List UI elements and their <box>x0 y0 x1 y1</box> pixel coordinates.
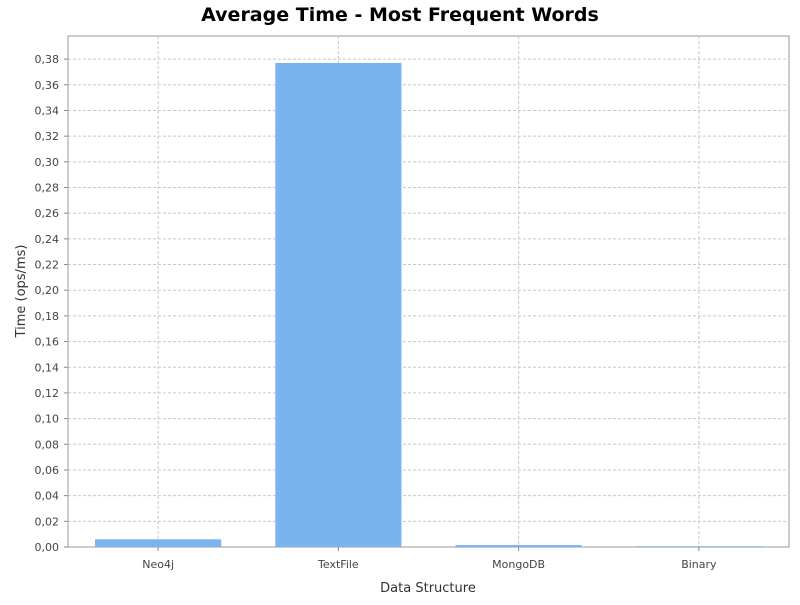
y-tick-label: 0,26 <box>35 207 60 220</box>
y-axis-label: Time (ops/ms) <box>14 245 29 339</box>
x-tick-label: TextFile <box>317 558 359 571</box>
y-tick-label: 0,38 <box>35 53 60 66</box>
y-tick-label: 0,12 <box>35 387 60 400</box>
y-tick-label: 0,32 <box>35 130 60 143</box>
y-tick-label: 0,18 <box>35 310 60 323</box>
y-tick-label: 0,34 <box>35 104 60 117</box>
y-tick-label: 0,36 <box>35 79 60 92</box>
y-tick-label: 0,04 <box>35 490 60 503</box>
y-tick-label: 0,08 <box>35 438 60 451</box>
plot-area <box>67 35 790 548</box>
y-tick-label: 0,16 <box>35 336 60 349</box>
x-axis-ticks: Neo4j TextFile MongoDB Binary <box>142 547 717 571</box>
chart-title: Average Time - Most Frequent Words <box>201 4 599 26</box>
y-tick-label: 0,28 <box>35 182 60 195</box>
y-tick-label: 0,24 <box>35 233 60 246</box>
y-tick-label: 0,30 <box>35 156 60 169</box>
x-axis-label: Data Structure <box>380 581 476 596</box>
x-tick-label: Neo4j <box>142 558 174 571</box>
y-axis-ticks: 0,00 0,02 0,04 0,06 0,08 0,10 0,12 0,14 0,16 0,18… <box>35 53 68 554</box>
bar-textfile <box>275 62 402 547</box>
y-tick-label: 0,22 <box>35 259 60 272</box>
y-tick-label: 0,20 <box>35 284 60 297</box>
bar-binary <box>635 546 762 547</box>
bar-mongodb <box>455 545 582 547</box>
y-tick-label: 0,14 <box>35 361 60 374</box>
x-tick-label: Binary <box>681 558 717 571</box>
x-tick-label: MongoDB <box>492 558 545 571</box>
y-tick-label: 0,02 <box>35 515 60 528</box>
y-tick-label: 0,10 <box>35 413 60 426</box>
bars <box>95 62 762 547</box>
horizontal-gridlines <box>68 58 789 522</box>
bar-neo4j <box>95 539 222 547</box>
y-tick-label: 0,06 <box>35 464 60 477</box>
y-tick-label: 0,00 <box>35 541 60 554</box>
